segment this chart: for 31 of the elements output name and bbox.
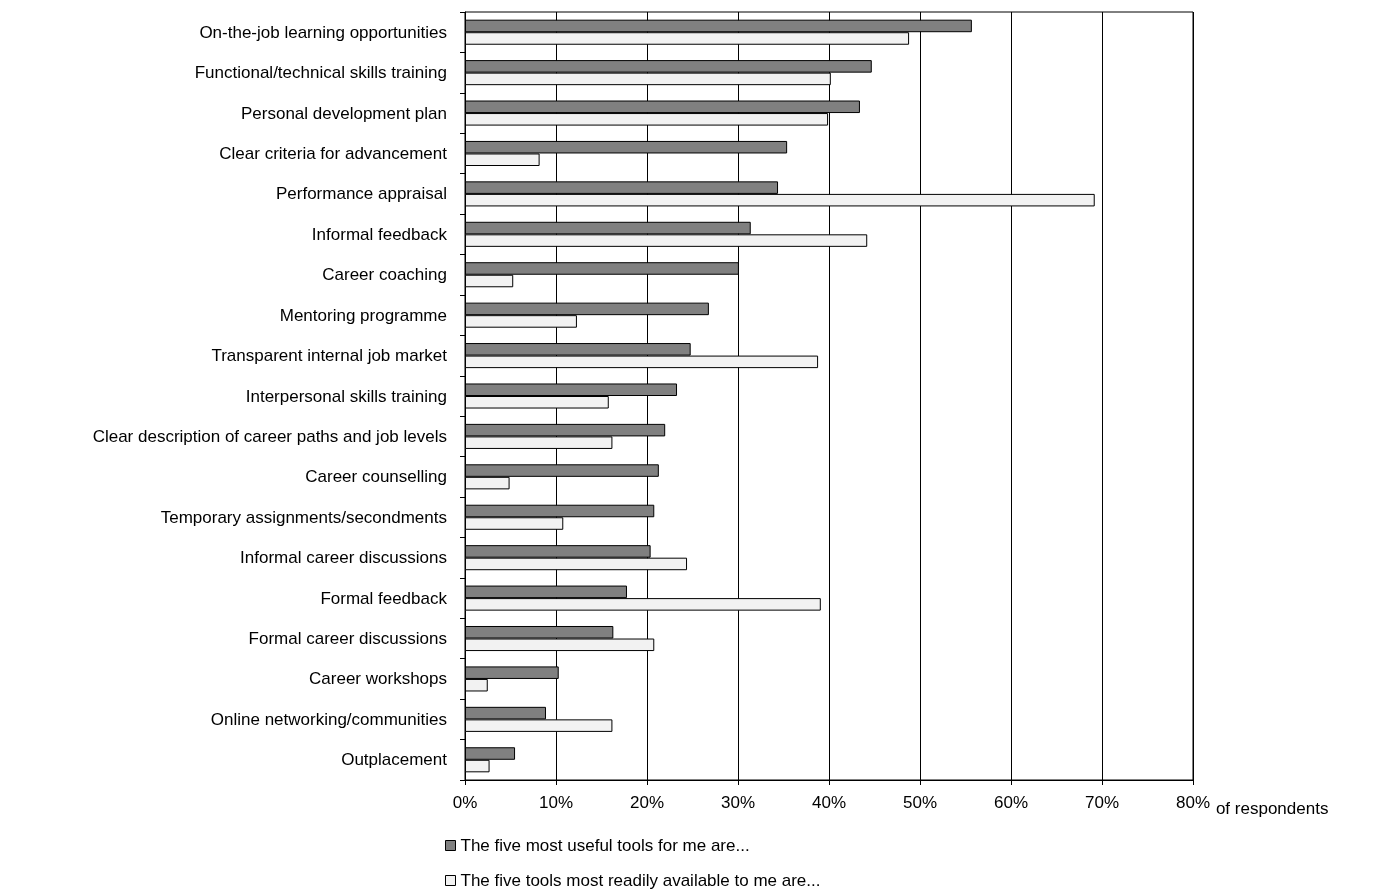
x-tick-label: 50%: [902, 793, 938, 812]
legend-label: The five tools most readily available to me are...: [460, 871, 821, 890]
y-tick-label: Mentoring programme: [279, 305, 447, 325]
y-tick-label: Transparent internal job market: [211, 346, 448, 366]
y-tick-label: Outplacement: [341, 750, 448, 770]
x-tick-label: 70%: [1084, 793, 1120, 812]
y-tick-label: Clear description of career paths and job levels: [92, 426, 447, 446]
y-tick-label: Informal career discussions: [240, 548, 447, 568]
x-tick-label: 80%: [1175, 793, 1211, 812]
y-tick-label: Online networking/communities: [210, 709, 447, 729]
x-tick-label: 60%: [993, 793, 1029, 812]
x-axis-title: of respondents: [1215, 799, 1329, 818]
y-tick-label: Temporary assignments/secondments: [160, 507, 447, 527]
x-tick-label: 0%: [452, 793, 478, 812]
y-tick-label: Career coaching: [322, 265, 447, 285]
x-tick-label: 20%: [629, 793, 665, 812]
y-tick-label: Career counselling: [305, 467, 447, 487]
y-tick-label: Formal feedback: [320, 588, 448, 608]
y-tick-label: Formal career discussions: [248, 629, 447, 649]
x-tick-label: 30%: [720, 793, 756, 812]
y-tick-label: Career workshops: [309, 669, 447, 689]
y-tick-label: Functional/technical skills training: [194, 63, 447, 83]
y-tick-label: Informal feedback: [311, 224, 448, 244]
y-tick-label: Personal development plan: [240, 103, 447, 123]
x-tick-label: 10%: [538, 793, 574, 812]
y-tick-label: Interpersonal skills training: [245, 386, 447, 406]
x-tick-label: 40%: [811, 793, 847, 812]
y-tick-label: Performance appraisal: [275, 184, 447, 204]
y-tick-label: On-the-job learning opportunities: [199, 22, 447, 42]
y-tick-label: Clear criteria for advancement: [219, 143, 448, 163]
legend-label: The five most useful tools for me are...: [460, 836, 750, 855]
